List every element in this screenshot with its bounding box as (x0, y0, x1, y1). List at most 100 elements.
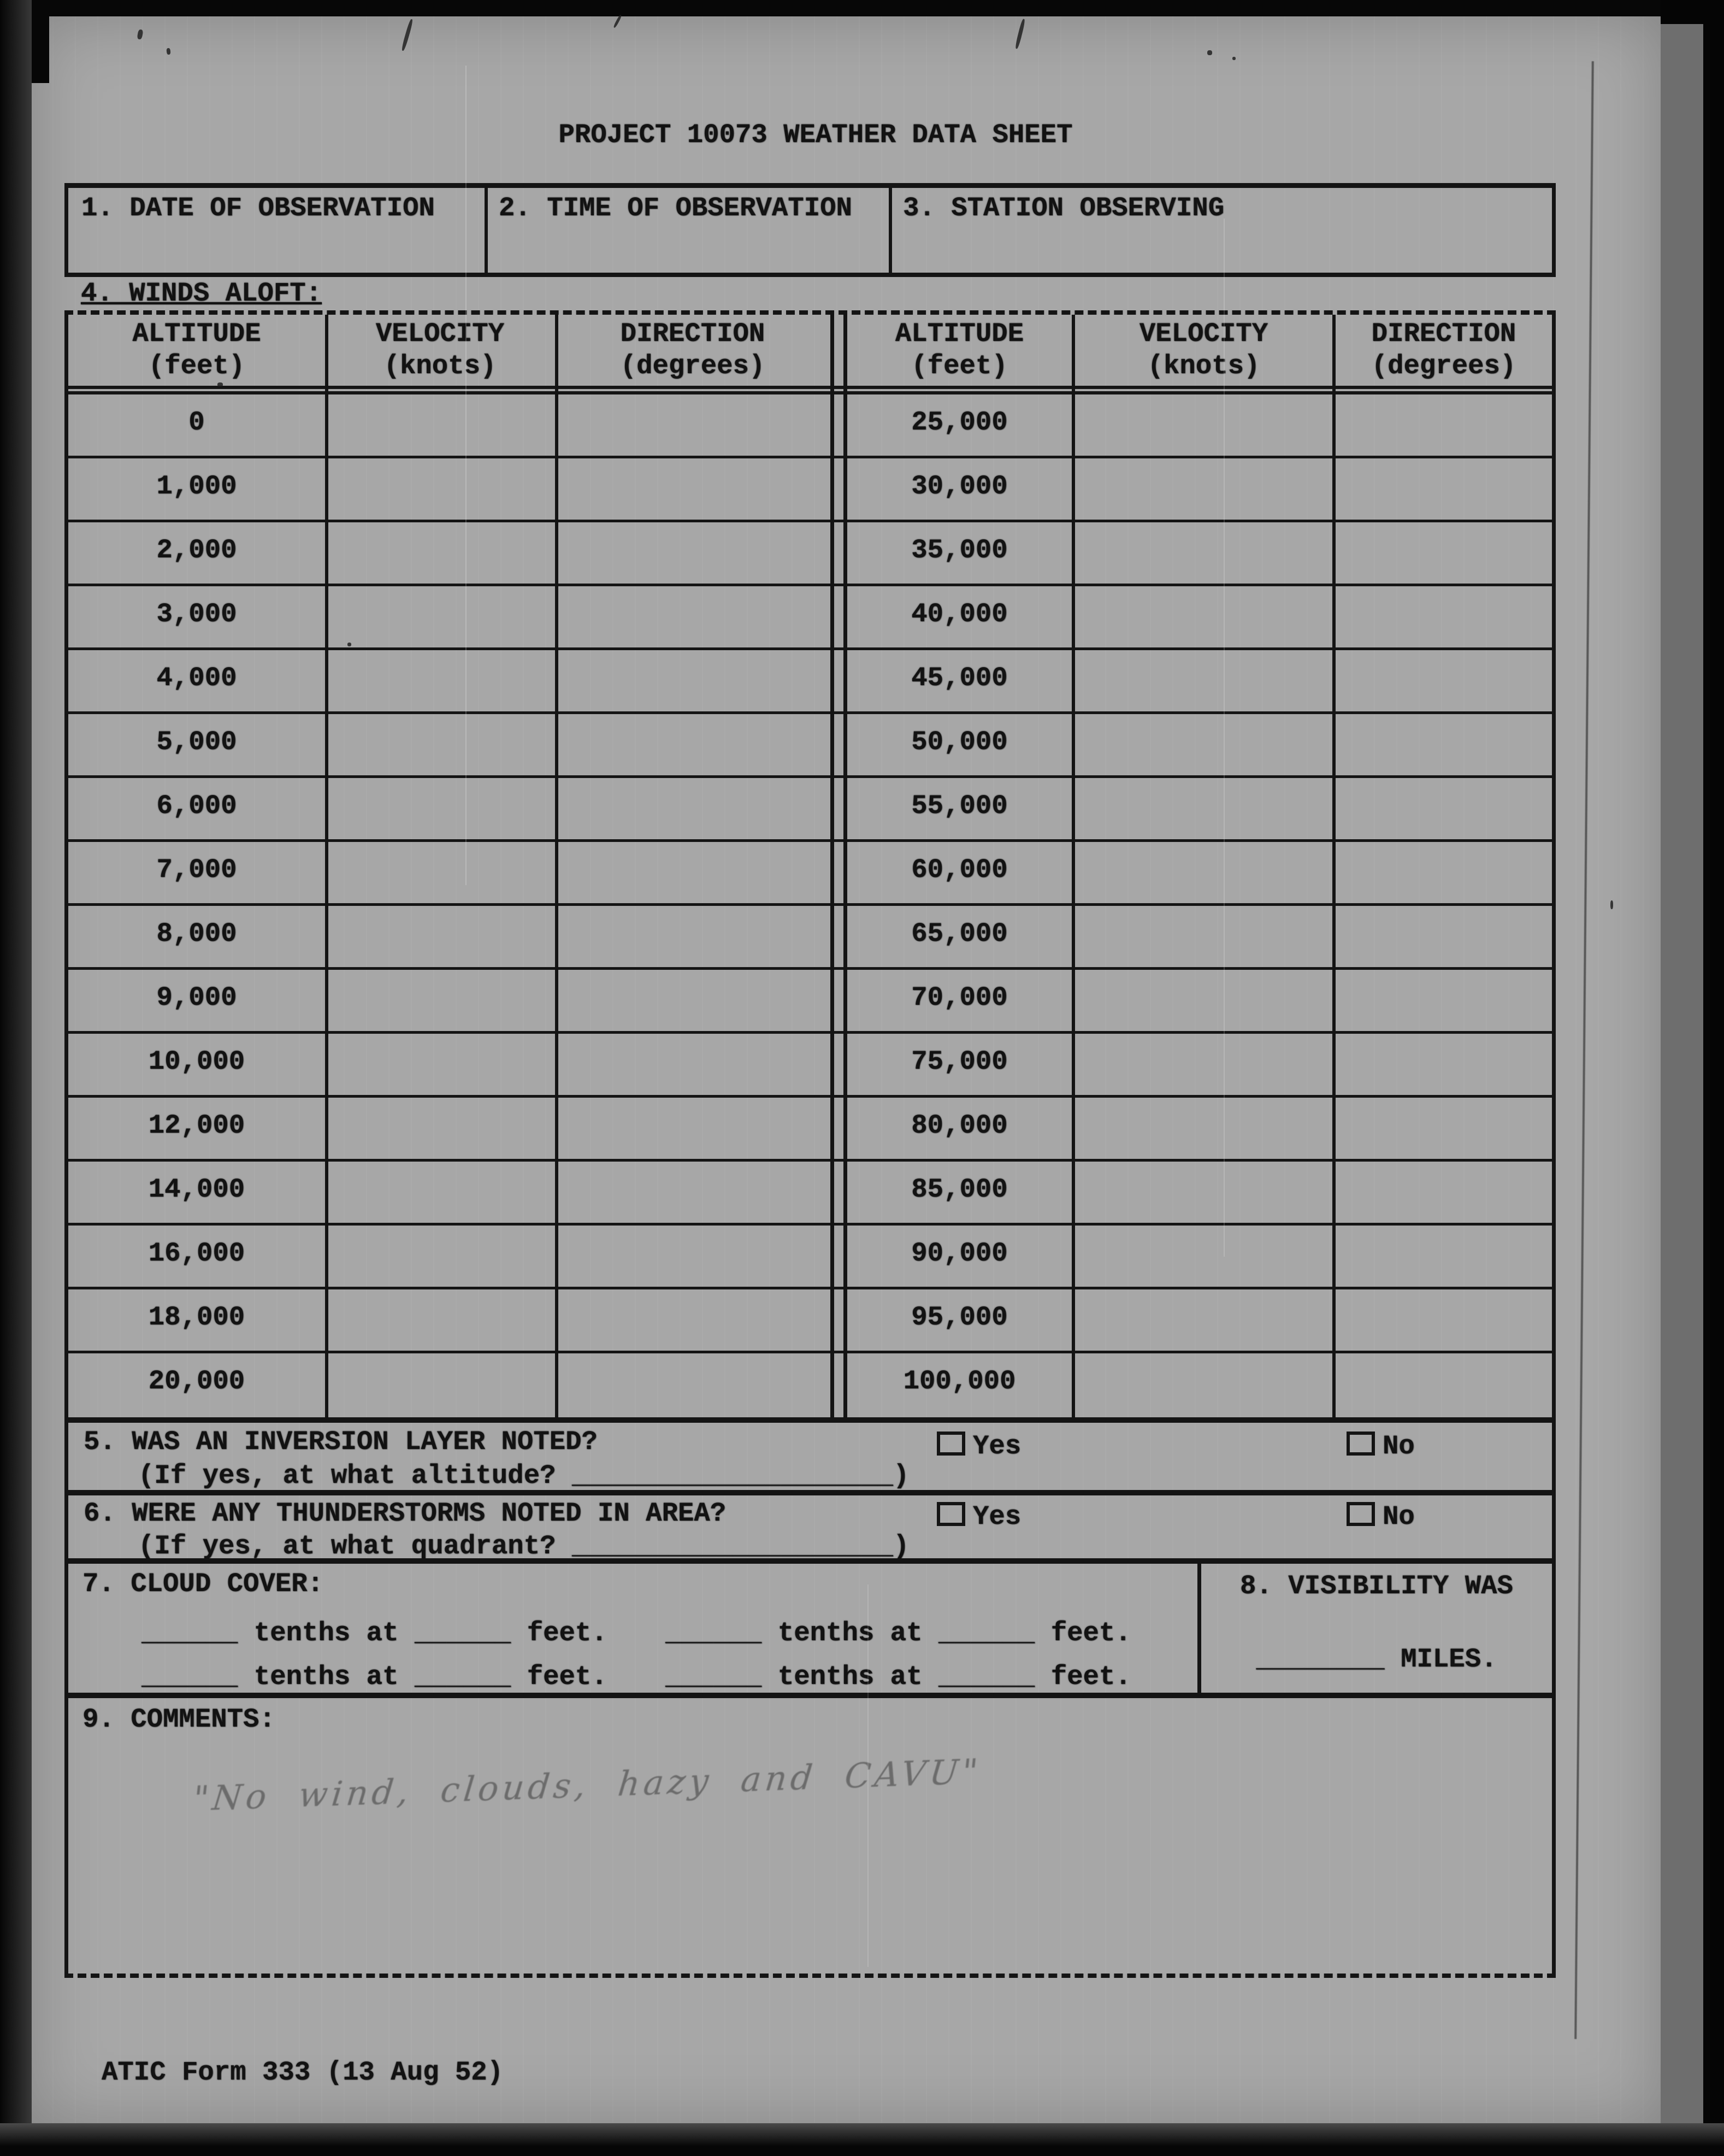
altitude-value-left: 5,000 (156, 727, 237, 757)
column-unit: (degrees) (620, 351, 765, 382)
yes-checkbox (937, 1432, 965, 1456)
altitude-value-right: 65,000 (911, 918, 1008, 949)
column-unit: (feet) (148, 351, 245, 382)
scan-edge-top (0, 0, 1724, 16)
column-name: VELOCITY (375, 319, 505, 349)
altitude-value-left: 16,000 (148, 1238, 245, 1269)
no-checkbox (1347, 1432, 1375, 1456)
column-header-velocity-right: VELOCITY (knots) (1075, 315, 1332, 386)
cloud-cover-blank: ______ tenths at ______ feet. (141, 1662, 607, 1692)
altitude-value-right: 75,000 (911, 1046, 1008, 1077)
stray-mark (166, 48, 171, 55)
table-row: 12,000 80,000 (68, 1098, 1552, 1162)
no-label: No (1383, 1501, 1415, 1532)
scan-edge-right (1703, 0, 1724, 2156)
no-label: No (1383, 1431, 1415, 1462)
altitude-value-right: 70,000 (911, 982, 1008, 1013)
altitude-value-left: 1,000 (156, 471, 237, 502)
speck (1232, 57, 1236, 60)
altitude-value-left: 7,000 (156, 855, 237, 885)
cloud-cover-blank: ______ tenths at ______ feet. (665, 1618, 1131, 1648)
cloud-cover-blank: ______ tenths at ______ feet. (141, 1618, 607, 1648)
altitude-value-left: 12,000 (148, 1110, 245, 1141)
divider-line (325, 315, 328, 1417)
table-row: 16,000 90,000 (68, 1226, 1552, 1289)
column-header-altitude-right: ALTITUDE (feet) (847, 315, 1072, 386)
altitude-value-right: 40,000 (911, 599, 1008, 629)
speck (1207, 50, 1212, 55)
question-text: 5. WAS AN INVERSION LAYER NOTED? (84, 1427, 598, 1457)
altitude-value-left: 8,000 (156, 918, 237, 949)
visibility-label: 8. VISIBILITY WAS (1240, 1571, 1513, 1601)
table-row: 1,000 30,000 (68, 458, 1552, 522)
form-title: PROJECT 10073 WEATHER DATA SHEET (558, 120, 1073, 150)
comments-section: 9. COMMENTS: "No wind, clouds, hazy and … (64, 1693, 1556, 1978)
altitude-value-right: 55,000 (911, 791, 1008, 821)
divider-line (830, 315, 834, 1417)
question-text: 6. WERE ANY THUNDERSTORMS NOTED IN AREA? (84, 1498, 727, 1529)
inversion-layer-question: 5. WAS AN INVERSION LAYER NOTED? (If yes… (64, 1417, 1556, 1490)
column-name: DIRECTION (1371, 319, 1516, 349)
time-of-observation-label: 2. TIME OF OBSERVATION (499, 193, 852, 223)
scan-scratch (465, 66, 467, 885)
station-observing-field: 3. STATION OBSERVING (889, 188, 1560, 273)
altitude-value-left: 4,000 (156, 663, 237, 693)
header-heavy-rule (68, 386, 1552, 394)
scan-scratch (867, 1584, 869, 1967)
table-row: 20,000 100,000 (68, 1353, 1552, 1417)
no-choice: No (1347, 1502, 1415, 1531)
cloud-cover-blank: ______ tenths at ______ feet. (665, 1662, 1131, 1692)
cloud-cover-label: 7. CLOUD COVER: (82, 1569, 324, 1599)
scan-edge-bottom (0, 2123, 1724, 2156)
table-row: 9,000 70,000 (68, 970, 1552, 1034)
altitude-value-left: 18,000 (148, 1302, 245, 1333)
column-name: ALTITUDE (895, 319, 1024, 349)
comments-label: 9. COMMENTS: (82, 1704, 275, 1735)
speck (217, 382, 223, 387)
scan-edge-right-gray (1661, 20, 1705, 2140)
column-name: VELOCITY (1139, 319, 1268, 349)
scan-scratch (1224, 219, 1225, 1257)
table-row: 3,000 40,000 (68, 586, 1552, 650)
form-number-footer: ATIC Form 333 (13 Aug 52) (102, 2057, 504, 2088)
altitude-value-left: 20,000 (148, 1366, 245, 1397)
table-row: 8,000 65,000 (68, 906, 1552, 970)
table-row: 4,000 45,000 (68, 650, 1552, 714)
question-followup: (If yes, at what altitude? _____________… (138, 1460, 910, 1491)
altitude-value-left: 9,000 (156, 982, 237, 1013)
yes-choice: Yes (937, 1432, 1021, 1460)
date-of-observation-field: 1. DATE OF OBSERVATION (68, 188, 485, 273)
altitude-value-left: 2,000 (156, 535, 237, 565)
table-row: 14,000 85,000 (68, 1162, 1552, 1226)
divider-line (1197, 1564, 1201, 1693)
date-of-observation-label: 1. DATE OF OBSERVATION (81, 193, 435, 223)
altitude-value-right: 90,000 (911, 1238, 1008, 1269)
observation-header-row: 1. DATE OF OBSERVATION 2. TIME OF OBSERV… (64, 183, 1556, 277)
table-row: 0 25,000 (68, 394, 1552, 458)
altitude-value-right: 45,000 (911, 663, 1008, 693)
altitude-value-right: 85,000 (911, 1174, 1008, 1205)
cloud-cover-visibility-row: 7. CLOUD COVER: ______ tenths at ______ … (64, 1558, 1556, 1693)
table-row: 7,000 60,000 (68, 842, 1552, 906)
table-row: 6,000 55,000 (68, 778, 1552, 842)
divider-line (1072, 315, 1075, 1417)
altitude-value-right: 60,000 (911, 855, 1008, 885)
divider-line (1332, 315, 1336, 1417)
column-unit: (degrees) (1371, 351, 1516, 382)
column-name: DIRECTION (620, 319, 765, 349)
speck (347, 643, 351, 646)
station-observing-label: 3. STATION OBSERVING (903, 193, 1225, 223)
column-unit: (knots) (383, 351, 497, 382)
table-row: 10,000 75,000 (68, 1034, 1552, 1098)
altitude-value-right: 25,000 (911, 407, 1008, 438)
yes-choice: Yes (937, 1502, 1021, 1531)
no-checkbox (1347, 1502, 1375, 1526)
yes-label: Yes (973, 1431, 1022, 1462)
table-row: 5,000 50,000 (68, 714, 1552, 778)
altitude-value-left: 6,000 (156, 791, 237, 821)
altitude-value-left: 10,000 (148, 1046, 245, 1077)
column-unit: (feet) (911, 351, 1008, 382)
divider-line (555, 315, 558, 1417)
divider-line (843, 315, 847, 1417)
